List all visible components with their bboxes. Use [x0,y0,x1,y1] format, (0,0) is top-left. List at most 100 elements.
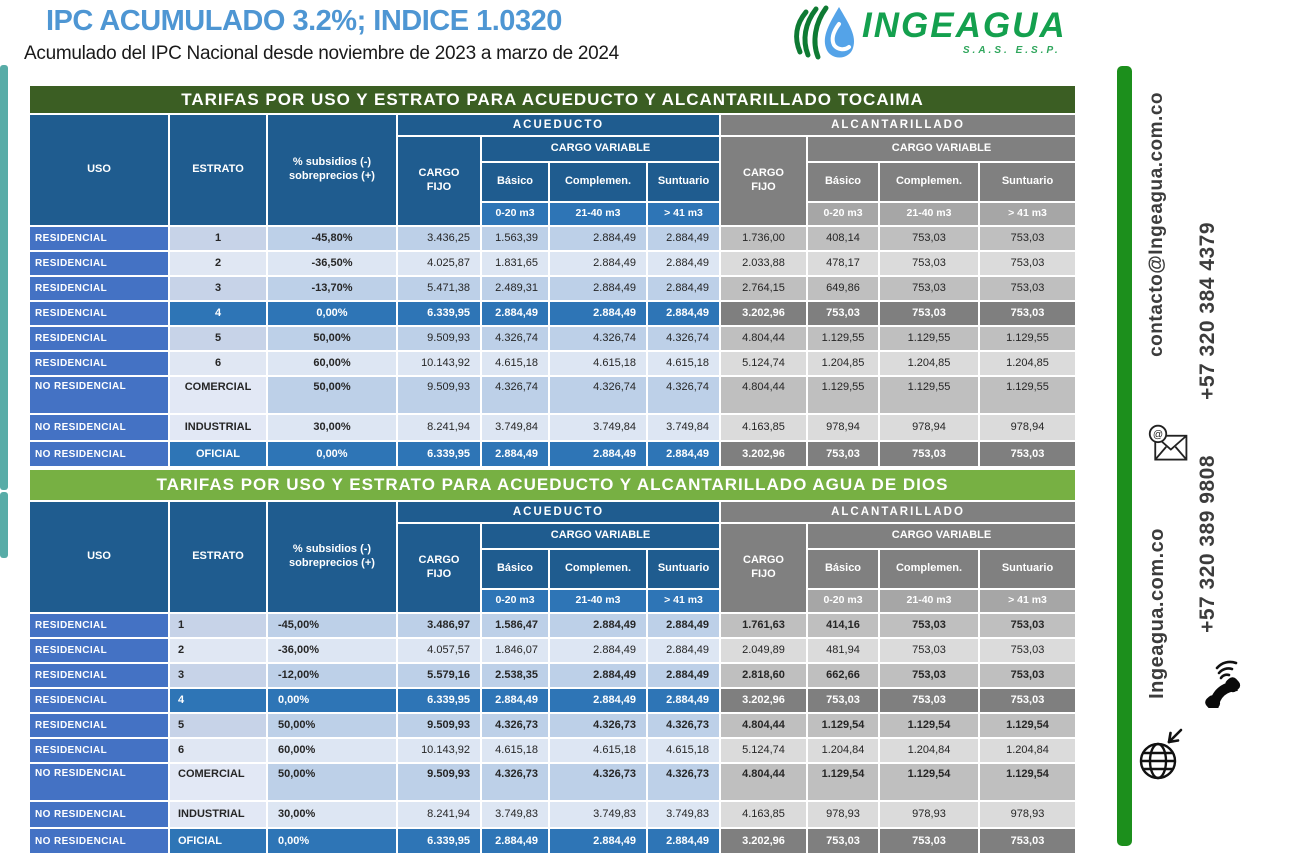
alcantarillado-value-cell: 4.804,44 [721,327,806,350]
acueducto-value-cell: 4.326,74 [648,377,719,413]
alcantarillado-value-cell: 4.804,44 [721,764,806,800]
alcantarillado-value-cell: 2.764,15 [721,277,806,300]
subsidio-pct-cell: -12,00% [268,664,396,687]
acueducto-value-cell: 4.615,18 [550,352,646,375]
acueducto-value-cell: 1.846,07 [482,639,548,662]
estrato-cell: COMERCIAL [170,764,266,800]
subsidio-pct-cell: 60,00% [268,739,396,762]
alcantarillado-value-cell: 5.124,74 [721,352,806,375]
alcantarillado-value-cell: 753,03 [808,302,878,325]
acueducto-value-cell: 4.615,18 [550,739,646,762]
range-suntuario-al: > 41 m3 [980,203,1075,225]
email-icon: @ [1147,423,1191,470]
alcantarillado-value-cell: 1.129,54 [808,764,878,800]
alcantarillado-value-cell: 662,66 [808,664,878,687]
subsidio-pct-cell: 50,00% [268,327,396,350]
contact-email: contacto@Ingeagua.com.co [1146,92,1167,357]
acueducto-value-cell: 4.326,73 [482,714,548,737]
subsidios-line2: sobreprecios (+) [289,170,375,182]
alcantarillado-value-cell: 1.129,55 [880,327,978,350]
col-header-cargo-fijo-ac: CARGO FIJO [398,524,480,612]
acueducto-value-cell: 1.586,47 [482,614,548,637]
alcantarillado-value-cell: 1.129,55 [808,377,878,413]
acueducto-value-cell: 3.486,97 [398,614,480,637]
alcantarillado-value-cell: 1.129,54 [808,714,878,737]
uso-cell: RESIDENCIAL [30,614,168,637]
col-header-complemen-ac: Complemen. [550,550,646,588]
uso-cell: RESIDENCIAL [30,252,168,275]
alcantarillado-value-cell: 753,03 [980,302,1075,325]
acueducto-value-cell: 4.615,18 [482,739,548,762]
page-title: IPC ACUMULADO 3.2%; INDICE 1.0320 [46,5,562,37]
acueducto-value-cell: 2.884,49 [648,829,719,853]
subsidio-pct-cell: -36,50% [268,252,396,275]
estrato-cell: 1 [170,614,266,637]
acueducto-value-cell: 3.436,25 [398,227,480,250]
alcantarillado-value-cell: 1.204,85 [880,352,978,375]
table-body: RESIDENCIAL 1 -45,00% 3.486,97 1.586,47 2.884… [30,614,1075,853]
acueducto-value-cell: 8.241,94 [398,415,480,440]
contact-website: Ingeagua.com.co [1146,528,1168,699]
alcantarillado-value-cell: 1.204,85 [808,352,878,375]
range-suntuario-ac: > 41 m3 [648,590,719,612]
group-header-cargo-variable-al: CARGO VARIABLE [808,137,1075,161]
contact-phone-1: +57 320 384 4379 [1196,222,1219,400]
estrato-cell: COMERCIAL [170,377,266,413]
range-suntuario-ac: > 41 m3 [648,203,719,225]
acueducto-value-cell: 4.326,73 [648,764,719,800]
acueducto-value-cell: 2.884,49 [648,639,719,662]
range-complemen-al: 21-40 m3 [880,203,978,225]
alcantarillado-value-cell: 753,03 [880,664,978,687]
right-accent-bar [1117,66,1132,846]
group-header-cargo-variable-ac: CARGO VARIABLE [482,137,719,161]
cargo-fijo-label: CARGO FIJO [418,167,460,193]
acueducto-value-cell: 2.884,49 [648,277,719,300]
alcantarillado-value-cell: 5.124,74 [721,739,806,762]
acueducto-value-cell: 2.884,49 [550,614,646,637]
subsidio-pct-cell: 50,00% [268,377,396,413]
estrato-cell: OFICIAL [170,829,266,853]
contact-phone-2: +57 320 389 9808 [1196,455,1219,633]
alcantarillado-value-cell: 3.202,96 [721,442,806,466]
left-accent-bar [0,65,8,490]
acueducto-value-cell: 6.339,95 [398,442,480,466]
col-header-suntuario-al: Suntuario [980,163,1075,201]
acueducto-value-cell: 2.884,49 [648,664,719,687]
alcantarillado-value-cell: 478,17 [808,252,878,275]
col-header-estrato: ESTRATO [170,502,266,612]
subsidios-line1: % subsidios (-) [292,156,372,169]
uso-cell: NO RESIDENCIAL [30,829,168,853]
acueducto-value-cell: 4.615,18 [482,352,548,375]
left-accent-bar [0,492,8,558]
alcantarillado-value-cell: 753,03 [808,442,878,466]
alcantarillado-value-cell: 4.163,85 [721,802,806,827]
col-header-cargo-fijo-al: CARGO FIJO [721,137,806,225]
acueducto-value-cell: 4.326,73 [550,764,646,800]
acueducto-value-cell: 2.884,49 [550,639,646,662]
acueducto-value-cell: 4.615,18 [648,739,719,762]
acueducto-value-cell: 3.749,84 [648,415,719,440]
tariff-table-tocaima: TARIFAS POR USO Y ESTRATO PARA ACUEDUCTO… [30,86,1075,466]
alcantarillado-value-cell: 3.202,96 [721,689,806,712]
acueducto-value-cell: 2.884,49 [550,227,646,250]
col-header-suntuario-ac: Suntuario [648,550,719,588]
alcantarillado-value-cell: 1.129,54 [880,764,978,800]
alcantarillado-value-cell: 2.818,60 [721,664,806,687]
alcantarillado-value-cell: 3.202,96 [721,829,806,853]
uso-cell: RESIDENCIAL [30,327,168,350]
uso-cell: RESIDENCIAL [30,639,168,662]
alcantarillado-value-cell: 753,03 [980,829,1075,853]
subsidio-pct-cell: -45,00% [268,614,396,637]
group-header-acueducto: ACUEDUCTO [398,502,719,522]
acueducto-value-cell: 9.509,93 [398,327,480,350]
logo-name: INGEAGUA [862,6,1067,45]
subsidio-pct-cell: 0,00% [268,442,396,466]
acueducto-value-cell: 2.489,31 [482,277,548,300]
acueducto-value-cell: 4.326,73 [550,714,646,737]
alcantarillado-value-cell: 1.129,54 [880,714,978,737]
alcantarillado-value-cell: 753,03 [880,442,978,466]
alcantarillado-value-cell: 414,16 [808,614,878,637]
alcantarillado-value-cell: 978,93 [980,802,1075,827]
acueducto-value-cell: 2.884,49 [550,664,646,687]
alcantarillado-value-cell: 4.804,44 [721,377,806,413]
